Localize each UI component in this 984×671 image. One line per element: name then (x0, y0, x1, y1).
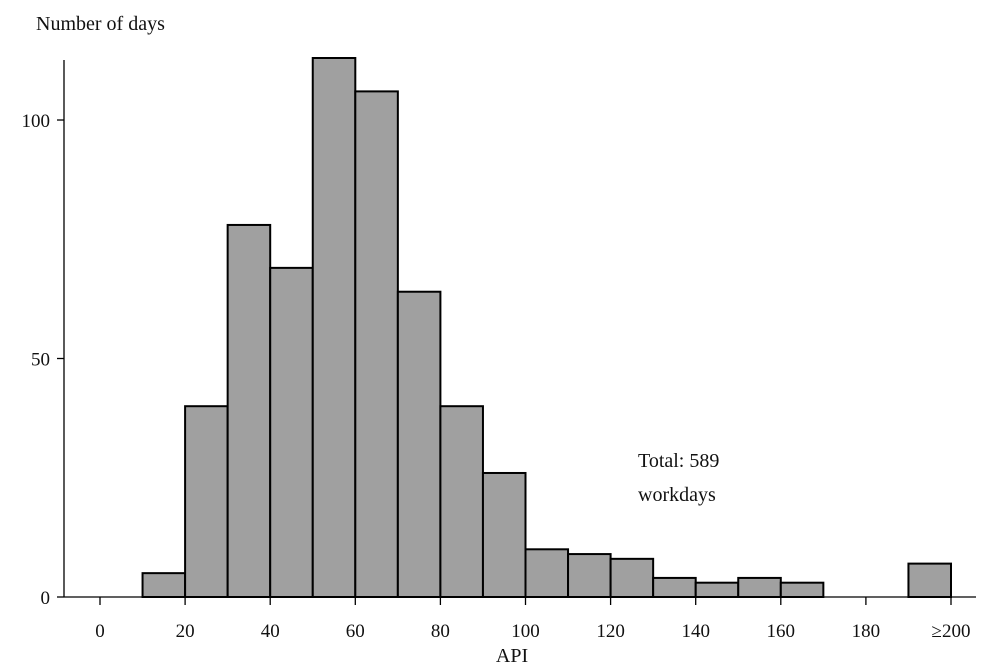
x-tick-label-200: ≥200 (932, 621, 971, 642)
bar-90-100 (481, 471, 527, 598)
x-tick-label-140: 140 (681, 621, 710, 642)
bar-80-90 (439, 405, 484, 599)
x-tick-label-120: 120 (596, 621, 625, 642)
total-annotation-line-1: Total: 589 (638, 450, 719, 472)
bar-110-120 (567, 553, 612, 599)
x-tick-label-80: 80 (431, 621, 450, 642)
x-tick-label-180: 180 (852, 621, 881, 642)
bar-120-130 (609, 557, 655, 598)
x-tick-label-60: 60 (346, 621, 365, 642)
bar-190-200 (907, 562, 953, 598)
x-tick-label-20: 20 (176, 621, 195, 642)
y-ticks-group: 0 50 100 (22, 111, 64, 609)
bars-group (141, 57, 953, 599)
bar-100-110 (524, 548, 570, 599)
bar-40-50 (269, 266, 314, 598)
y-tick-label-0: 0 (41, 588, 51, 609)
x-tick-label-40: 40 (261, 621, 280, 642)
bar-20-30 (184, 405, 229, 599)
bar-70-80 (396, 290, 442, 598)
bar-140-150 (694, 581, 740, 598)
x-tick-label-160: 160 (767, 621, 796, 642)
bar-30-40 (226, 223, 272, 598)
bar-10-20 (141, 572, 187, 599)
x-axis-label: API (496, 645, 528, 667)
y-tick-label-50: 50 (31, 350, 50, 371)
x-ticks-group: 0 20 40 60 80 100 120 140 160 180 ≥200 (95, 597, 970, 642)
bar-50-60 (311, 57, 357, 598)
bar-130-140 (652, 576, 697, 598)
bar-60-70 (354, 90, 399, 599)
x-tick-label-0: 0 (95, 621, 105, 642)
bar-150-160 (737, 576, 782, 598)
bar-160-170 (779, 581, 825, 598)
y-axis-label: Number of days (36, 13, 165, 35)
x-tick-label-100: 100 (511, 621, 540, 642)
y-tick-label-100: 100 (22, 111, 51, 132)
total-annotation-line-2: workdays (638, 484, 716, 506)
